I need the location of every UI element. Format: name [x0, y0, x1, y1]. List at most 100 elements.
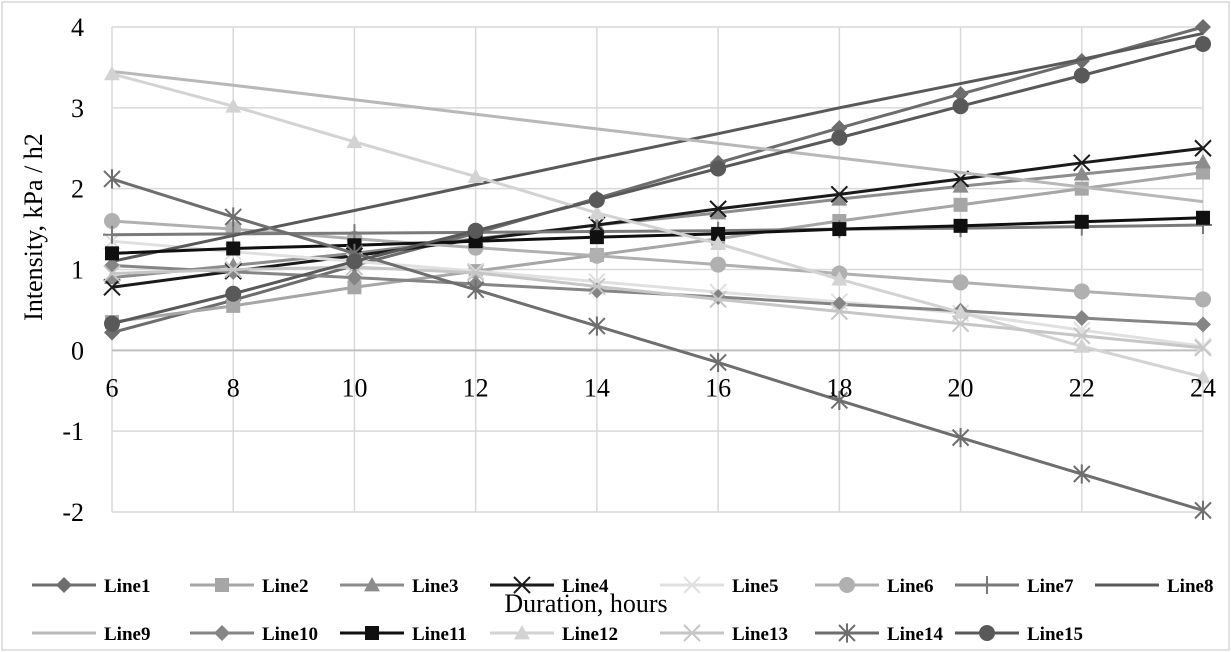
series-layer: [103, 19, 1212, 520]
x-tick-label: 8: [227, 373, 240, 402]
series-line: [111, 265, 1204, 350]
data-point: [1194, 139, 1212, 157]
data-point: [589, 230, 604, 245]
series-line: [111, 177, 1204, 512]
x-tick-label: 12: [463, 373, 489, 402]
y-axis-title: Intensity, kPa / h2: [19, 133, 48, 321]
data-point: [104, 213, 120, 229]
data-point: [365, 626, 379, 640]
data-point: [214, 625, 230, 641]
data-point: [839, 577, 855, 593]
data-point: [1073, 166, 1090, 181]
data-point: [831, 191, 848, 206]
x-tick-label: 18: [826, 373, 852, 402]
data-point: [951, 428, 970, 448]
legend-item-line4: Line4: [490, 576, 609, 597]
data-point: [1073, 154, 1091, 172]
data-point: [1195, 19, 1211, 35]
data-point: [225, 285, 242, 302]
legend-label: Line15: [1027, 624, 1083, 645]
data-point: [104, 315, 120, 332]
x-tick-labels: 6 8 10 12 14 16 18 20 22 24: [106, 373, 1217, 402]
series-line: [111, 239, 1204, 348]
legend-label: Line11: [412, 624, 467, 645]
data-point: [979, 625, 995, 641]
data-point: [978, 576, 996, 594]
series-line: [111, 146, 1204, 289]
x-tick-label: 24: [1190, 373, 1216, 402]
data-point: [103, 278, 121, 296]
data-point: [224, 207, 242, 227]
legend-label: Line8: [1167, 576, 1213, 597]
data-point: [709, 290, 727, 309]
y-tick-label: -1: [62, 417, 84, 446]
data-point: [1073, 464, 1091, 484]
data-point: [364, 577, 380, 592]
x-axis-title: Duration, hours: [504, 589, 667, 618]
data-point: [103, 264, 121, 283]
data-point: [588, 316, 606, 336]
legend-item-line3: Line3: [340, 576, 458, 597]
series-line14: [103, 169, 1212, 520]
y-tick-labels: 4 3 2 1 0 -1 -2: [62, 13, 84, 527]
y-tick-label: 3: [71, 94, 84, 123]
data-point: [952, 98, 969, 115]
legend-item-line7: Line7: [955, 576, 1074, 597]
legend: Line1 Line2 Line3 Line4 Line5 Line6 Line7 Line8…: [32, 576, 1213, 645]
data-point: [513, 576, 531, 594]
legend-item-line5: Line5: [660, 576, 778, 597]
data-point: [1196, 210, 1210, 225]
data-point: [838, 623, 856, 643]
legend-label: Line4: [562, 576, 609, 597]
x-tick-label: 6: [106, 373, 119, 402]
data-point: [952, 86, 969, 103]
data-point: [710, 256, 727, 273]
data-point: [105, 246, 119, 261]
data-point: [466, 264, 485, 282]
data-point: [346, 253, 363, 270]
series-line13: [103, 258, 1212, 357]
legend-label: Line5: [732, 576, 778, 597]
series-line: [111, 216, 1204, 255]
data-point: [103, 225, 121, 244]
data-point: [466, 280, 485, 300]
legend-item-line12: Line12: [490, 624, 618, 645]
data-point: [709, 200, 727, 218]
series-line: [111, 69, 1204, 204]
data-point: [710, 204, 727, 220]
series-line: [111, 25, 1204, 334]
legend-item-line9: Line9: [32, 624, 150, 645]
series-line15: [104, 35, 1211, 332]
legend-label: Line13: [732, 624, 788, 645]
data-point: [683, 576, 701, 594]
data-point: [710, 160, 727, 177]
data-point: [1074, 214, 1089, 229]
data-point: [1194, 500, 1212, 520]
data-point: [225, 98, 242, 113]
data-point: [1195, 35, 1211, 52]
legend-label: Line12: [562, 624, 618, 645]
data-point: [831, 271, 848, 286]
x-tick-label: 22: [1069, 373, 1095, 402]
data-point: [830, 302, 849, 321]
y-tick-label: 4: [71, 13, 84, 42]
y-tick-label: -2: [62, 498, 84, 527]
data-point: [467, 168, 484, 183]
data-point: [466, 262, 485, 280]
data-point: [215, 578, 229, 592]
legend-item-line8: Line8: [1095, 576, 1213, 597]
data-point: [1196, 165, 1210, 180]
data-point: [831, 129, 848, 146]
legend-label: Line2: [262, 576, 308, 597]
data-point: [588, 277, 606, 296]
data-point: [467, 222, 484, 239]
legend-label: Line7: [1027, 576, 1074, 597]
data-point: [1073, 338, 1090, 353]
data-point: [347, 280, 362, 295]
data-point: [830, 185, 849, 204]
legend-item-line13: Line13: [660, 624, 788, 645]
legend-item-line2: Line2: [190, 576, 308, 597]
legend-item-line6: Line6: [815, 576, 933, 597]
legend-label: Line10: [262, 624, 318, 645]
